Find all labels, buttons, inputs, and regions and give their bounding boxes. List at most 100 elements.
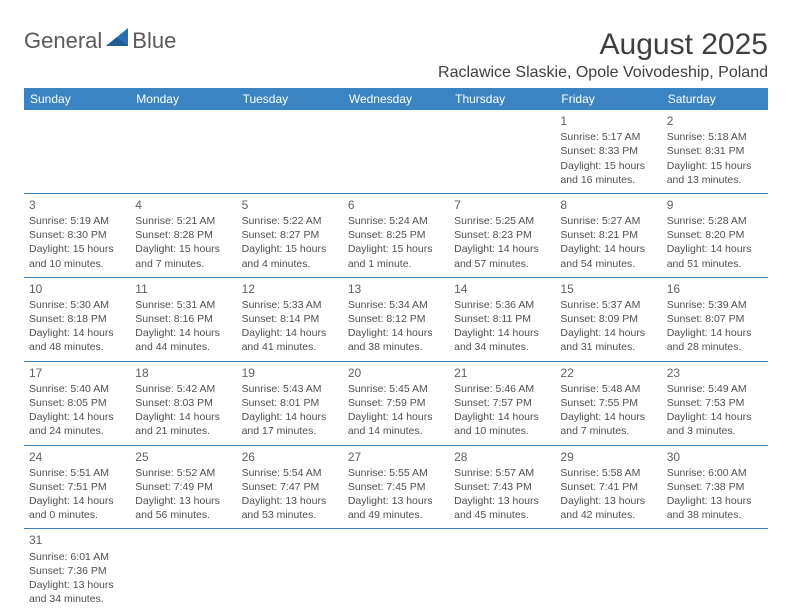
calendar-day-cell: 4Sunrise: 5:21 AMSunset: 8:28 PMDaylight… [130,193,236,277]
day-detail: Sunrise: 5:54 AM [242,466,338,480]
day-number: 9 [667,197,763,213]
day-detail: Daylight: 14 hours [454,326,550,340]
day-detail: and 31 minutes. [560,340,656,354]
calendar-day-cell: 29Sunrise: 5:58 AMSunset: 7:41 PMDayligh… [555,445,661,529]
day-detail: Daylight: 13 hours [29,578,125,592]
day-detail: Sunset: 8:05 PM [29,396,125,410]
calendar-week-row: 17Sunrise: 5:40 AMSunset: 8:05 PMDayligh… [24,361,768,445]
day-number: 21 [454,365,550,381]
day-detail: and 17 minutes. [242,424,338,438]
day-detail: Daylight: 14 hours [135,410,231,424]
day-detail: Sunset: 7:36 PM [29,564,125,578]
day-detail: and 48 minutes. [29,340,125,354]
calendar-week-row: 24Sunrise: 5:51 AMSunset: 7:51 PMDayligh… [24,445,768,529]
day-detail: Sunrise: 5:46 AM [454,382,550,396]
day-detail: Daylight: 14 hours [348,410,444,424]
day-number: 23 [667,365,763,381]
day-detail: Sunset: 7:51 PM [29,480,125,494]
day-detail: Daylight: 13 hours [242,494,338,508]
day-number: 12 [242,281,338,297]
day-detail: and 7 minutes. [135,257,231,271]
calendar-empty-cell [343,110,449,193]
day-detail: Sunset: 8:09 PM [560,312,656,326]
day-detail: Sunrise: 5:57 AM [454,466,550,480]
day-detail: Sunrise: 5:39 AM [667,298,763,312]
day-number: 30 [667,449,763,465]
day-detail: Sunrise: 5:24 AM [348,214,444,228]
calendar-week-row: 1Sunrise: 5:17 AMSunset: 8:33 PMDaylight… [24,110,768,193]
day-detail: Sunrise: 6:00 AM [667,466,763,480]
day-detail: and 13 minutes. [667,173,763,187]
day-detail: Daylight: 15 hours [242,242,338,256]
day-detail: Sunrise: 5:40 AM [29,382,125,396]
day-detail: Sunrise: 5:27 AM [560,214,656,228]
day-detail: Sunset: 8:31 PM [667,144,763,158]
calendar-day-cell: 25Sunrise: 5:52 AMSunset: 7:49 PMDayligh… [130,445,236,529]
day-detail: Sunrise: 5:22 AM [242,214,338,228]
day-detail: and 4 minutes. [242,257,338,271]
calendar-day-cell: 24Sunrise: 5:51 AMSunset: 7:51 PMDayligh… [24,445,130,529]
day-detail: Daylight: 14 hours [242,410,338,424]
day-detail: Sunrise: 5:19 AM [29,214,125,228]
day-detail: Sunset: 7:53 PM [667,396,763,410]
day-detail: and 51 minutes. [667,257,763,271]
weekday-header: Saturday [662,88,768,110]
day-detail: Daylight: 14 hours [135,326,231,340]
day-number: 22 [560,365,656,381]
day-detail: Daylight: 14 hours [560,242,656,256]
day-detail: Sunrise: 5:43 AM [242,382,338,396]
weekday-header-row: SundayMondayTuesdayWednesdayThursdayFrid… [24,88,768,110]
location: Raclawice Slaskie, Opole Voivodeship, Po… [438,64,768,82]
day-number: 20 [348,365,444,381]
day-detail: Sunrise: 5:55 AM [348,466,444,480]
calendar-day-cell: 8Sunrise: 5:27 AMSunset: 8:21 PMDaylight… [555,193,661,277]
day-detail: and 10 minutes. [454,424,550,438]
calendar-day-cell: 23Sunrise: 5:49 AMSunset: 7:53 PMDayligh… [662,361,768,445]
day-detail: and 21 minutes. [135,424,231,438]
day-detail: Sunrise: 5:45 AM [348,382,444,396]
day-number: 16 [667,281,763,297]
day-detail: Sunset: 8:23 PM [454,228,550,242]
weekday-header: Sunday [24,88,130,110]
calendar-empty-cell [24,110,130,193]
calendar-day-cell: 1Sunrise: 5:17 AMSunset: 8:33 PMDaylight… [555,110,661,193]
day-detail: Sunset: 8:27 PM [242,228,338,242]
calendar-day-cell: 21Sunrise: 5:46 AMSunset: 7:57 PMDayligh… [449,361,555,445]
day-detail: Sunset: 8:28 PM [135,228,231,242]
day-detail: Sunrise: 5:52 AM [135,466,231,480]
day-detail: Sunrise: 5:37 AM [560,298,656,312]
day-number: 19 [242,365,338,381]
calendar-empty-cell [237,110,343,193]
day-detail: Sunset: 8:12 PM [348,312,444,326]
day-number: 8 [560,197,656,213]
day-number: 4 [135,197,231,213]
day-detail: and 38 minutes. [667,508,763,522]
day-detail: Sunset: 7:38 PM [667,480,763,494]
calendar-empty-cell [449,110,555,193]
calendar-empty-cell [130,529,236,612]
day-number: 26 [242,449,338,465]
day-detail: Sunset: 8:21 PM [560,228,656,242]
day-detail: and 16 minutes. [560,173,656,187]
calendar-day-cell: 31 Sunrise: 6:01 AMSunset: 7:36 PMDayligh… [24,529,130,612]
calendar-week-row: 31 Sunrise: 6:01 AMSunset: 7:36 PMDayligh… [24,529,768,612]
day-number: 31 [29,532,125,548]
weekday-header: Tuesday [237,88,343,110]
day-detail: Sunset: 7:41 PM [560,480,656,494]
day-number: 28 [454,449,550,465]
calendar-day-cell: 22Sunrise: 5:48 AMSunset: 7:55 PMDayligh… [555,361,661,445]
calendar-day-cell: 3Sunrise: 5:19 AMSunset: 8:30 PMDaylight… [24,193,130,277]
calendar-day-cell: 7Sunrise: 5:25 AMSunset: 8:23 PMDaylight… [449,193,555,277]
calendar-day-cell: 6Sunrise: 5:24 AMSunset: 8:25 PMDaylight… [343,193,449,277]
day-detail: Sunrise: 5:18 AM [667,130,763,144]
calendar-empty-cell [130,110,236,193]
weekday-header: Friday [555,88,661,110]
day-detail: and 42 minutes. [560,508,656,522]
day-detail: and 24 minutes. [29,424,125,438]
calendar-table: SundayMondayTuesdayWednesdayThursdayFrid… [24,88,768,612]
calendar-day-cell: 5Sunrise: 5:22 AMSunset: 8:27 PMDaylight… [237,193,343,277]
day-detail: Daylight: 14 hours [560,410,656,424]
day-detail: Daylight: 15 hours [135,242,231,256]
calendar-empty-cell [555,529,661,612]
day-detail: Sunrise: 6:01 AM [29,550,125,564]
